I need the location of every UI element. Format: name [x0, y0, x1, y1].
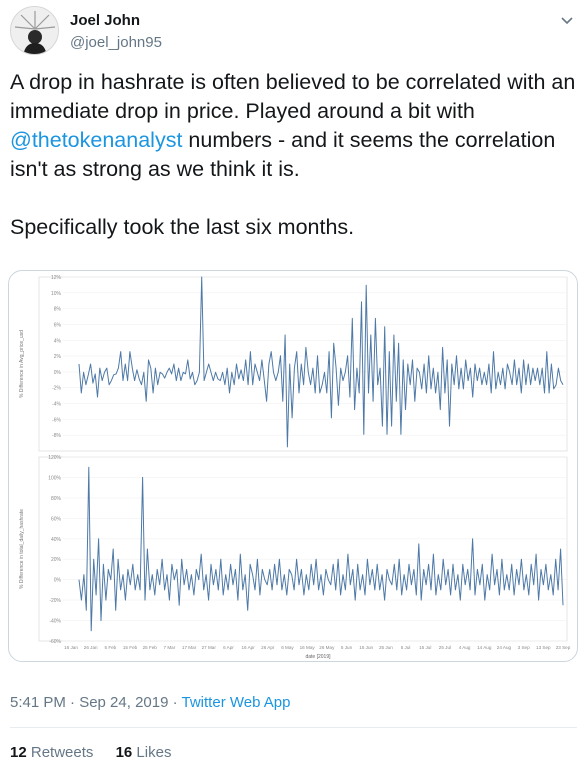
x-tick-label: 16 May — [300, 645, 316, 650]
likes-stat[interactable]: 16 Likes — [116, 744, 172, 761]
price-y-tick-label: -8% — [52, 433, 61, 439]
price-y-tick-label: 2% — [54, 354, 62, 360]
likes-label: Likes — [136, 744, 172, 761]
x-tick-label: 26 Apr — [261, 645, 275, 650]
x-tick-label: 25 Jul — [439, 645, 451, 650]
x-tick-label: 26 Jan — [84, 645, 98, 650]
mention-link[interactable]: @thetokenanalyst — [10, 128, 183, 152]
price-panel-frame — [38, 276, 568, 452]
x-tick-label: 15 Jun — [359, 645, 373, 650]
tweet-text-part-2: numbers - and it seems the correlation i… — [10, 128, 556, 181]
tweet-media-chart[interactable]: 12% 10% 8% 6% 4% 2% 0% -2% -4% -6% -8% % Difference… — [8, 270, 578, 662]
retweets-label: Retweets — [30, 744, 94, 761]
x-tick-label: 24 Aug — [497, 645, 512, 650]
tweet-text-part-1: A drop in hashrate is often believed to … — [10, 70, 576, 123]
source-link[interactable]: Twitter Web App — [181, 694, 291, 711]
hashrate-panel-frame — [38, 456, 568, 642]
hashrate-y-tick-label: -40% — [49, 619, 61, 625]
price-y-tick-label: 4% — [54, 338, 62, 344]
price-y-tick-label: 10% — [51, 291, 62, 297]
retweets-count: 12 — [10, 744, 27, 761]
hashrate-y-tick-label: 60% — [51, 516, 62, 522]
tweet-paragraph-1: A drop in hashrate is often believed to … — [10, 68, 580, 184]
tweet-header: Joel John @joel_john95 — [10, 6, 577, 62]
hashrate-y-tick-label: -60% — [49, 639, 61, 645]
hashrate-y-axis-label: % Difference in total_daily_hashrate — [19, 509, 25, 589]
hashrate-y-tick-label: 20% — [51, 557, 62, 563]
chart: 12% 10% 8% 6% 4% 2% 0% -2% -4% -6% -8% % Difference… — [19, 275, 571, 660]
x-tick-label: 3 Sep — [518, 645, 530, 650]
x-tick-label: 5 Feb — [104, 645, 116, 650]
avatar-image — [11, 7, 58, 54]
hashrate-y-tick-label: 100% — [48, 475, 61, 481]
x-tick-label: 15 Feb — [123, 645, 138, 650]
x-tick-label: 23 Sep — [556, 645, 571, 650]
x-axis-label: date [2019] — [305, 654, 331, 660]
tweet-text: A drop in hashrate is often believed to … — [10, 68, 580, 242]
x-tick-label: 6 Apr — [223, 645, 234, 650]
likes-count: 16 — [115, 744, 133, 761]
hashrate-y-tick-label: 0% — [54, 578, 62, 584]
x-tick-label: 13 Sep — [536, 645, 551, 650]
x-tick-label: 16 Jan — [64, 645, 78, 650]
hashrate-y-tick-label: -20% — [49, 598, 61, 604]
user-name[interactable]: Joel John — [70, 12, 141, 29]
hashrate-series-line — [78, 466, 564, 632]
price-y-tick-label: -4% — [52, 402, 61, 408]
x-tick-label: 5 Jul — [401, 645, 411, 650]
hashrate-y-tick-label: 80% — [51, 496, 62, 502]
x-tick-label: 6 May — [281, 645, 294, 650]
chevron-down-icon — [561, 17, 573, 25]
price-y-tick-label: -2% — [52, 386, 61, 392]
tweet-paragraph-2: Specifically took the last six months. — [10, 215, 355, 239]
x-tick-label: 5 Jun — [341, 645, 353, 650]
hashrate-y-tick-label: 40% — [51, 537, 62, 543]
retweets-stat[interactable]: 12 Retweets — [10, 744, 93, 761]
price-series-line — [78, 276, 564, 448]
meta-separator: · — [172, 694, 178, 711]
avatar[interactable] — [10, 6, 59, 55]
x-tick-label: 17 Mar — [182, 645, 197, 650]
tweet-meta: 5:41 PM · Sep 24, 2019 · Twitter Web App — [10, 694, 290, 711]
user-handle[interactable]: @joel_john95 — [70, 34, 162, 51]
price-y-tick-label: 6% — [54, 322, 62, 328]
tweet-stats: 12 Retweets 16 Likes — [10, 744, 189, 761]
timestamp[interactable]: 5:41 PM · Sep 24, 2019 — [10, 694, 169, 711]
hashrate-y-tick-label: 120% — [48, 455, 61, 461]
price-y-axis-label: % Difference in Avg_price_usd — [19, 330, 25, 398]
x-tick-label: 25 Feb — [143, 645, 158, 650]
x-tick-label: 27 Mar — [202, 645, 217, 650]
more-options-button[interactable] — [559, 12, 575, 28]
divider — [10, 727, 577, 728]
x-tick-label: 4 Aug — [459, 645, 471, 650]
x-tick-label: 7 Mar — [164, 645, 176, 650]
price-y-tick-label: 8% — [54, 307, 62, 313]
x-tick-label: 25 Jun — [379, 645, 393, 650]
x-tick-label: 26 May — [319, 645, 335, 650]
x-tick-label: 16 Apr — [241, 645, 255, 650]
price-y-tick-label: 12% — [51, 275, 62, 281]
price-y-tick-label: -6% — [52, 417, 61, 423]
price-y-tick-label: 0% — [54, 370, 62, 376]
x-tick-label: 15 Jul — [419, 645, 431, 650]
x-tick-label: 14 Aug — [477, 645, 492, 650]
